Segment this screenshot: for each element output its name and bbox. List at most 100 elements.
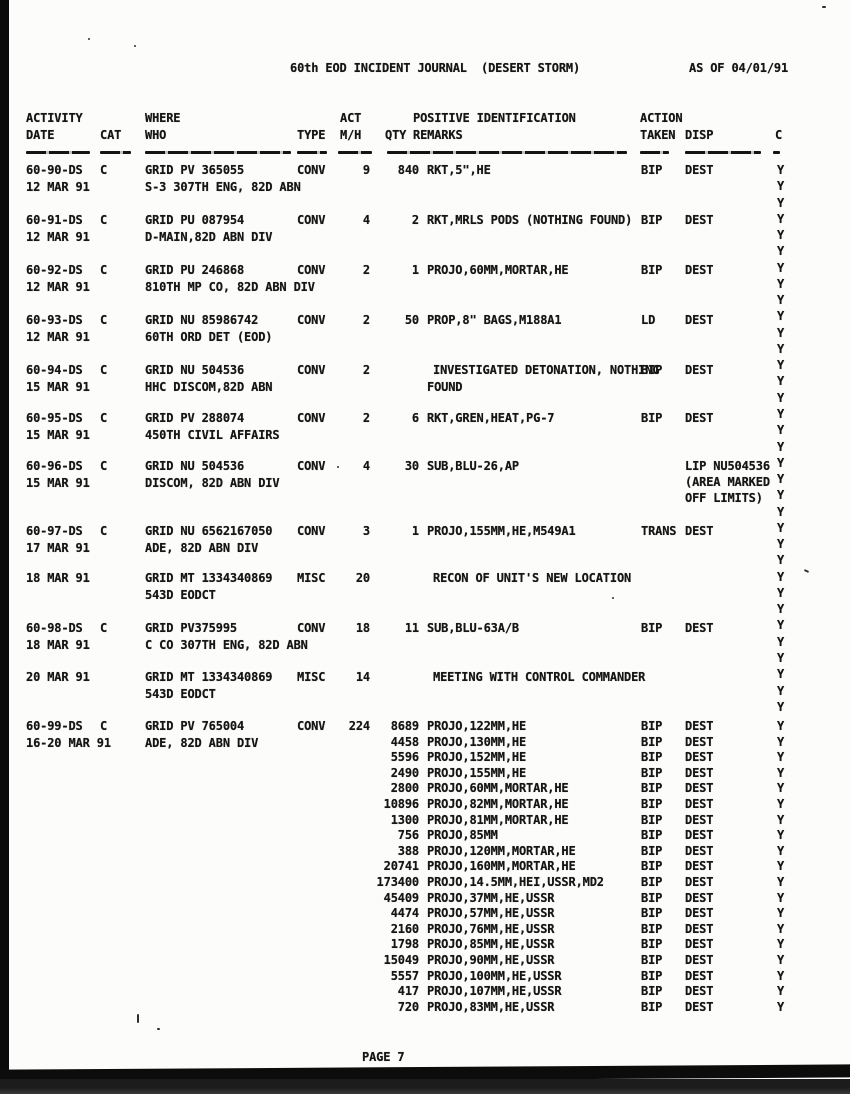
ordnance-line: 388 PROJO,120MM,MORTAR,HE BIP DEST Y	[0, 843, 850, 861]
entry-unit: 60TH ORD DET (EOD)	[145, 330, 273, 344]
entry-disp: LIP NU504536	[685, 459, 770, 473]
entry-grid: GRID NU 85986742	[145, 313, 259, 327]
col-disp: DISP	[685, 128, 714, 142]
line-confirmed-flag: Y	[777, 719, 785, 733]
line-remarks: PROJO,120MM,MORTAR,HE	[427, 843, 576, 858]
line-action-taken: BIP	[641, 812, 663, 827]
entry-grid: GRID PU 087954	[145, 213, 245, 227]
line-action-taken: BIP	[641, 921, 663, 936]
confirmed-flag: Y	[777, 276, 785, 291]
line-remarks: PROJO,100MM,HE,USSR	[427, 968, 562, 983]
line-disp: DEST	[685, 781, 714, 796]
col-positive-identification: POSITIVE IDENTIFICATION	[413, 111, 576, 125]
confirmed-flag: Y	[777, 569, 785, 584]
entry-action-taken: BIP	[641, 213, 663, 227]
line-confirmed-flag: Y	[777, 765, 785, 780]
entry-grid: GRID MT 1334340869	[145, 670, 273, 684]
entry-action-taken: BIP	[641, 621, 663, 635]
col-date: DATE	[26, 128, 55, 142]
entry-date: 15 MAR 91	[26, 476, 90, 490]
entry-disp: DEST	[685, 263, 714, 277]
col-type: TYPE	[297, 128, 326, 142]
entry-unit: HHC DISCOM,82D ABN	[145, 380, 273, 394]
entry-date: 18 MAR 91	[26, 638, 90, 652]
line-remarks: PROJO,85MM,HE,USSR	[427, 937, 555, 952]
entry-act-mh: 4	[362, 213, 370, 227]
entry-act-mh: 2	[362, 411, 370, 425]
line-disp: DEST	[685, 890, 714, 905]
confirmed-flag: Y	[777, 618, 785, 633]
entry-cat: C	[100, 163, 108, 177]
line-disp: DEST	[685, 874, 714, 889]
line-action-taken: BIP	[641, 750, 663, 765]
confirmed-flag: Y	[777, 585, 785, 600]
ordnance-line: 5596 PROJO,152MM,HE BIP DEST Y	[0, 751, 850, 767]
confirmed-flag: Y	[777, 211, 785, 226]
line-confirmed-flag: Y	[777, 750, 785, 765]
entry-action-taken: BIP	[641, 163, 663, 177]
entry-id: 60-94-DS	[26, 363, 83, 377]
entry-disp: DEST	[685, 411, 714, 425]
entry-grid: GRID PV 765004	[145, 719, 245, 733]
line-action-taken: BIP	[641, 765, 663, 780]
line-qty: 173400	[376, 874, 420, 889]
ordnance-line: 4458 PROJO,130MM,HE BIP DEST Y	[0, 734, 850, 752]
ordnance-line: 1798 PROJO,85MM,HE,USSR BIP DEST Y	[0, 938, 850, 954]
line-qty: 2490	[390, 765, 419, 780]
entry-act-mh: 9	[362, 163, 370, 177]
entry-action-taken: BIP	[641, 363, 663, 377]
entry-date: 12 MAR 91	[26, 280, 90, 294]
entry-grid: GRID NU 504536	[145, 363, 245, 377]
confirmed-flag: Y	[777, 537, 785, 552]
scan-speck	[157, 1028, 160, 1030]
line-confirmed-flag: Y	[777, 921, 785, 936]
confirmed-flag: Y	[777, 228, 785, 243]
confirmed-flag: Y	[777, 650, 785, 665]
col-c: C	[775, 128, 783, 142]
line-qty: 417	[397, 984, 419, 999]
entry-remarks-line2: FOUND	[427, 380, 463, 394]
line-disp: DEST	[685, 719, 714, 733]
confirmed-flag: Y	[777, 374, 785, 389]
entry-date: 15 MAR 91	[26, 428, 90, 442]
line-confirmed-flag: Y	[777, 906, 785, 921]
line-confirmed-flag: Y	[777, 999, 785, 1014]
entry-unit: DISCOM, 82D ABN DIV	[145, 476, 280, 490]
line-action-taken: BIP	[641, 781, 663, 796]
line-remarks: PROJO,130MM,HE	[427, 734, 527, 749]
entry-type: CONV	[297, 411, 326, 425]
entry-type: MISC	[297, 571, 326, 585]
entry-disp-line2: (AREA MARKED	[685, 475, 770, 489]
scan-edge-bottom-fill	[0, 1079, 850, 1094]
entry-cat: C	[100, 719, 108, 733]
confirmed-flag: Y	[777, 520, 785, 535]
line-disp: DEST	[685, 906, 714, 921]
entry-type: CONV	[297, 363, 326, 377]
col-action: ACTION	[640, 111, 683, 125]
confirmed-flag: Y	[777, 488, 785, 503]
entry-type: CONV	[297, 719, 326, 733]
line-remarks: PROJO,76MM,HE,USSR	[427, 921, 555, 936]
entry-unit: 450TH CIVIL AFFAIRS	[145, 428, 280, 442]
scan-speck	[137, 1014, 139, 1023]
line-remarks: PROJO,81MM,MORTAR,HE	[427, 812, 569, 827]
line-confirmed-flag: Y	[777, 781, 785, 796]
ordnance-line: 15049 PROJO,90MM,HE,USSR BIP DEST Y	[0, 953, 850, 970]
line-action-taken: BIP	[641, 968, 663, 983]
entry-act-mh: 14	[355, 670, 370, 684]
entry-remarks: SUB,BLU-63A/B	[427, 621, 519, 635]
line-qty: 1300	[390, 812, 419, 827]
entry-remarks: INVESTIGATED DETONATION, NOTHING	[433, 363, 660, 377]
line-qty: 2160	[390, 921, 419, 936]
entry-qty: 2	[411, 213, 419, 227]
entry-qty: 30	[404, 459, 419, 473]
confirmed-flag: Y	[777, 634, 785, 649]
entry-type: CONV	[297, 213, 326, 227]
header-rule	[145, 151, 291, 154]
entry-unit: ADE, 82D ABN DIV	[145, 736, 259, 750]
col-taken: TAKEN	[640, 128, 676, 142]
line-qty: 45409	[383, 890, 420, 905]
line-confirmed-flag: Y	[777, 734, 785, 749]
entry-unit: D-MAIN,82D ABN DIV	[145, 230, 273, 244]
line-qty: 5557	[390, 968, 419, 983]
